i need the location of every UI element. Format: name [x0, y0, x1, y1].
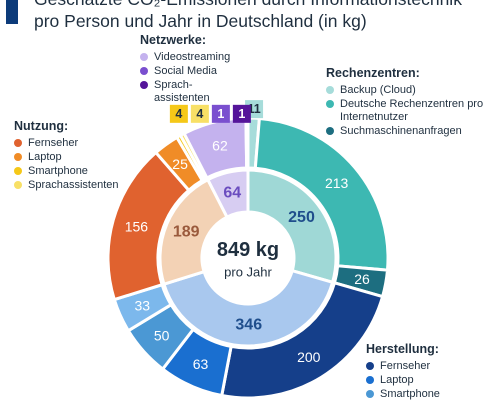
- inner-segment-herstellung: [162, 268, 335, 348]
- inner-segment-rechenzentren: [246, 168, 338, 285]
- value-box: [232, 104, 251, 123]
- outer-segment: [219, 280, 385, 400]
- outer-segment: [245, 116, 250, 170]
- chart-title-line-2: pro Person und Jahr in Deutschland (in k…: [34, 11, 367, 31]
- legend-label: Videostreaming: [154, 51, 231, 63]
- legend-label: Suchmaschinenanfragen: [340, 125, 462, 137]
- legend-swatch: [14, 139, 22, 147]
- legend-swatch: [326, 100, 334, 108]
- legend-nutzung-item: Laptop: [14, 151, 119, 164]
- inner-value-label: 189: [173, 224, 200, 241]
- legend-swatch: [140, 81, 148, 89]
- legend-label: Smartphone: [28, 165, 88, 177]
- legend-nutzung-title: Nutzung:: [14, 119, 69, 133]
- inner-segment-netzwerke: [205, 168, 250, 220]
- legend-swatch: [140, 53, 148, 61]
- outer-value-label: 63: [193, 356, 209, 372]
- legend-netzwerke-item: Videostreaming: [140, 51, 234, 64]
- legend-netzwerke-title: Netzwerke:: [140, 33, 206, 47]
- legend-label: Smartphone: [380, 388, 440, 400]
- outer-value-label: 156: [125, 218, 149, 234]
- legend-rechenzentren-item: Suchmaschinenanfragen: [326, 125, 485, 138]
- legend-label: Deutsche Rechenzentren pro Internetnutze…: [340, 98, 484, 123]
- legend-swatch: [140, 67, 148, 75]
- legend-label: Fernseher: [380, 360, 431, 372]
- inner-value-label: 346: [235, 316, 262, 333]
- value-box: [190, 104, 209, 123]
- legend-swatch: [366, 390, 374, 398]
- legend-rechenzentren: Rechenzentren: Backup (Cloud) Deutsche Re…: [326, 66, 485, 139]
- inner-value-label: 64: [223, 184, 241, 201]
- center-value: 849 kg: [217, 239, 279, 261]
- legend-swatch: [14, 181, 22, 189]
- value-box-label: 4: [196, 107, 203, 121]
- outer-value-label: 25: [172, 156, 188, 172]
- outer-value-label: 33: [134, 298, 150, 314]
- legend-netzwerke-item: Social Media: [140, 65, 234, 78]
- outer-segment: [253, 116, 390, 272]
- legend-herstellung-item: Fernseher: [366, 360, 440, 373]
- legend-swatch: [326, 127, 334, 135]
- outer-value-label: 62: [212, 137, 228, 153]
- legend-herstellung-item: Laptop: [366, 374, 440, 387]
- legend-label: Laptop: [28, 151, 62, 163]
- legend-label: Sprachassistenten: [28, 179, 119, 191]
- legend-rechenzentren-item: Deutsche Rechenzentren pro Internetnutze…: [326, 98, 485, 124]
- value-box-label: 1: [217, 107, 224, 121]
- legend-swatch: [326, 86, 334, 94]
- legend-swatch: [366, 362, 374, 370]
- value-box: [211, 104, 230, 123]
- outer-value-label: 50: [154, 327, 170, 343]
- legend-label: Social Media: [154, 65, 217, 77]
- legend-nutzung-item: Fernseher: [14, 137, 119, 150]
- legend-nutzung-item: Smartphone: [14, 165, 119, 178]
- center-disc: [204, 214, 292, 302]
- legend-nutzung: Nutzung: Fernseher Laptop Smartphone Sprach…: [14, 119, 119, 193]
- value-box-label: 4: [175, 107, 182, 121]
- legend-swatch: [366, 376, 374, 384]
- value-box: [169, 104, 188, 123]
- center-label: pro Jahr: [224, 265, 272, 280]
- legend-swatch: [14, 167, 22, 175]
- legend-herstellung-item: Smartphone: [366, 388, 440, 401]
- legend-label: Laptop: [380, 374, 414, 386]
- legend-herstellung: Herstellung: Fernseher Laptop Smartphone: [366, 342, 440, 402]
- legend-label: Backup (Cloud): [340, 84, 416, 96]
- legend-rechenzentren-item: Backup (Cloud): [326, 84, 485, 97]
- inner-value-label: 250: [288, 209, 315, 226]
- legend-nutzung-item: Sprachassistenten: [14, 179, 119, 192]
- chart-title-line-1: Geschätzte CO₂-Emissionen durch Informat…: [34, 0, 462, 10]
- value-box-label: 1: [238, 107, 245, 121]
- legend-netzwerke-item: Sprach- assistenten: [140, 79, 234, 105]
- outer-value-label: 200: [297, 349, 321, 365]
- legend-label: Sprach- assistenten: [154, 79, 210, 104]
- legend-rechenzentren-title: Rechenzentren:: [326, 66, 420, 80]
- legend-netzwerke: Netzwerke: Videostreaming Social Media Spr…: [140, 33, 234, 106]
- title-accent-bar: [6, 0, 18, 24]
- legend-swatch: [14, 153, 22, 161]
- outer-value-label: 26: [354, 271, 370, 287]
- outer-value-label: 213: [325, 175, 349, 191]
- legend-label: Fernseher: [28, 137, 79, 149]
- chart-title: Geschätzte CO₂-Emissionen durch Informat…: [34, 0, 462, 32]
- legend-herstellung-title: Herstellung:: [366, 342, 439, 356]
